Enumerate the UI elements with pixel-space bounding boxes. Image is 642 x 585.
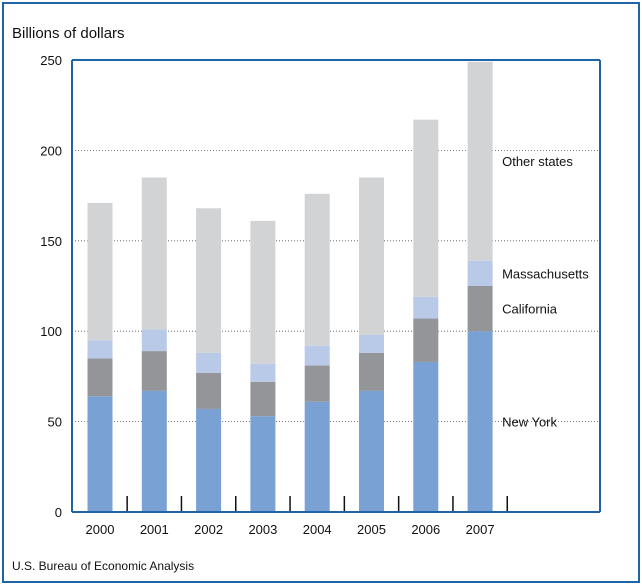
bar-segment-california-2002	[196, 372, 222, 409]
bar-segment-new-york-2002	[196, 408, 222, 512]
bar-segment-new-york-2003	[250, 416, 276, 512]
bar-segment-other-states-2002	[196, 208, 222, 353]
bar-segment-other-states-2000	[87, 202, 113, 341]
y-axis-title: Billions of dollars	[12, 25, 125, 42]
y-tick-label: 100	[40, 324, 62, 339]
bar-segment-new-york-2001	[141, 390, 167, 512]
bar-segment-other-states-2001	[141, 177, 167, 330]
bar-segment-other-states-2006	[413, 119, 439, 297]
y-tick-label: 250	[40, 53, 62, 68]
series-label-massachusetts: Massachusetts	[502, 266, 589, 281]
x-tick-label: 2007	[466, 522, 495, 537]
bar-segment-other-states-2004	[304, 193, 330, 346]
y-tick-label: 150	[40, 234, 62, 249]
bar-segment-other-states-2005	[359, 177, 384, 335]
bar-segment-california-2007	[467, 286, 493, 332]
bar-segment-california-2001	[141, 351, 167, 391]
y-tick-label: 0	[55, 505, 62, 520]
bar-segment-massachusetts-2006	[413, 296, 439, 319]
bar-segment-california-2004	[304, 365, 330, 402]
bar-segment-new-york-2000	[87, 396, 113, 512]
axes	[71, 59, 601, 513]
bar-segment-new-york-2004	[304, 401, 330, 512]
bar-segment-other-states-2003	[250, 220, 276, 364]
x-tick-label: 2006	[411, 522, 440, 537]
series-label-new-york: New York	[502, 415, 557, 430]
bar-segment-new-york-2005	[359, 390, 384, 512]
bar-segment-massachusetts-2001	[141, 329, 167, 352]
bar-segment-new-york-2006	[413, 361, 439, 512]
bar-segment-california-2000	[87, 358, 113, 397]
bar-segment-california-2005	[359, 352, 384, 391]
bar-segment-massachusetts-2007	[467, 260, 493, 286]
x-tick-label: 2002	[194, 522, 223, 537]
x-tick-label: 2004	[303, 522, 332, 537]
bar-segment-massachusetts-2002	[196, 352, 222, 373]
y-tick-label: 50	[48, 415, 62, 430]
y-tick-label: 200	[40, 143, 62, 158]
series-label-california: California	[502, 302, 558, 317]
bar-segment-other-states-2007	[467, 61, 493, 261]
bar-segment-california-2003	[250, 381, 276, 417]
x-tick-label: 2003	[248, 522, 277, 537]
x-tick-label: 2001	[140, 522, 169, 537]
bar-segment-california-2006	[413, 318, 439, 362]
labels: 0 50 100 150 200 250 2000 2001 2002 2003 2004 2005 2…	[40, 53, 589, 537]
series-label-other-states: Other states	[502, 154, 573, 169]
x-tick-label: 2000	[86, 522, 115, 537]
bar-segment-massachusetts-2003	[250, 363, 276, 382]
bars	[87, 61, 493, 512]
bar-segment-massachusetts-2000	[87, 340, 113, 359]
bar-segment-massachusetts-2004	[304, 345, 330, 366]
source-note: U.S. Bureau of Economic Analysis	[12, 559, 194, 573]
x-tick-label: 2005	[357, 522, 386, 537]
bar-segment-new-york-2007	[467, 331, 493, 512]
bar-segment-massachusetts-2005	[359, 334, 384, 353]
